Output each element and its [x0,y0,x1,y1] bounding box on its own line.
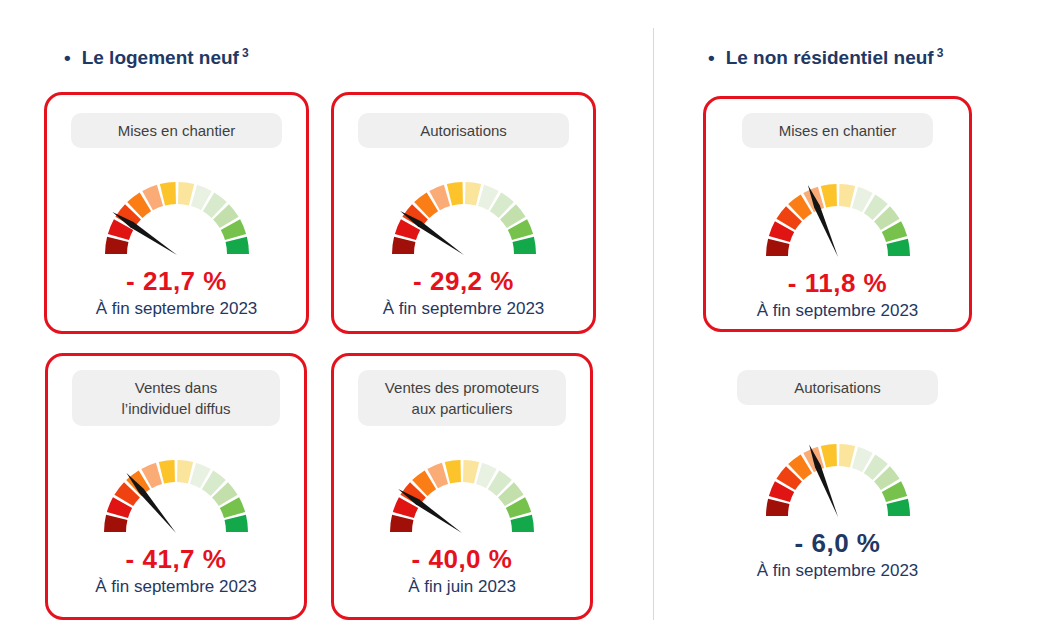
gauge-segment-11 [225,237,248,254]
gauge-segment-6 [463,460,479,483]
gauge-segment-0 [766,239,789,256]
gauge-title-line: Autorisations [794,379,881,396]
gauge-period: À fin septembre 2023 [95,576,257,597]
gauge-value: - 41,7 % [126,545,227,574]
gauge-title-line: Ventes des promoteurs [385,379,539,396]
gauge-value: - 21,7 % [126,267,227,296]
gauge-segment-5 [820,444,836,467]
gauge-segment-6 [465,182,481,205]
gauge-segment-11 [511,515,534,532]
gauge-title-line: Mises en chantier [779,122,897,139]
gauge-card-0: Mises en chantier - 21,7 % À fin septemb… [44,92,309,334]
gauge-period: À fin juin 2023 [408,576,516,597]
gauge-value: - 11,8 % [788,269,887,298]
gauge-segment-0 [766,499,789,516]
gauge-chart [756,434,920,522]
gauge-segment-5 [446,182,462,205]
gauge-value: - 29,2 % [413,267,514,296]
section-title: Le logement neuf3 [82,46,249,69]
gauge-segment-0 [104,515,127,532]
gauge-title-pill: Ventes des promoteurs aux particuliers [358,370,566,426]
gauge-chart [380,450,544,538]
gauge-segment-0 [105,237,128,254]
gauge-segment-6 [177,460,193,483]
gauge-segment-6 [178,182,194,205]
gauge-title-pill: Mises en chantier [742,113,933,148]
gauge-chart [94,450,258,538]
gauge-title-pill: Ventes dans l’individuel diffus [72,370,280,426]
gauge-card-1: Autorisations - 29,2 % À fin septembre 2… [331,92,596,334]
gauge-segment-5 [820,184,836,207]
footnote-ref: 3 [242,46,249,60]
gauge-card-3: Ventes des promoteurs aux particuliers - … [331,353,593,620]
gauge-segment-5 [159,182,175,205]
gauge-segment-11 [512,237,535,254]
gauge-period: À fin septembre 2023 [96,298,258,319]
gauge-segment-0 [390,515,413,532]
gauge-title-pill: Mises en chantier [71,113,282,148]
gauge-chart [95,172,259,260]
gauge-title-line: Autorisations [420,122,507,139]
gauge-segment-6 [839,184,855,207]
gauge-value: - 6,0 % [795,529,881,558]
section-heading-non-residentiel: • Le non résidentiel neuf3 [708,46,943,69]
gauge-card-2: Ventes dansl’individuel diffus - 41,7 % … [45,353,307,620]
gauge-title-line: aux particuliers [412,400,513,417]
gauge-segment-0 [392,237,415,254]
gauge-title-line: l’individuel diffus [122,400,231,417]
gauge-title-pill: Autorisations [737,370,938,405]
gauge-segment-11 [225,515,248,532]
gauge-card-4: Mises en chantier - 11,8 % À fin septemb… [703,96,972,332]
gauge-period: À fin septembre 2023 [757,300,919,321]
gauge-segment-5 [159,460,175,483]
section-title: Le non résidentiel neuf3 [726,46,944,69]
gauge-chart [756,174,920,262]
gauge-segment-11 [886,239,909,256]
bullet-icon: • [64,47,71,69]
gauge-value: - 40,0 % [412,545,513,574]
gauge-period: À fin septembre 2023 [757,560,919,581]
gauge-title-pill: Autorisations [358,113,569,148]
gauge-title-line: Mises en chantier [118,122,236,139]
gauge-title-line: Ventes dans [135,379,218,396]
gauge-segment-6 [839,444,855,467]
gauge-chart [382,172,546,260]
section-heading-logement: • Le logement neuf3 [64,46,249,69]
gauge-segment-5 [445,460,461,483]
gauge-card-5: Autorisations - 6,0 % À fin septembre 20… [703,366,972,610]
gauge-segment-11 [886,499,909,516]
gauge-period: À fin septembre 2023 [383,298,545,319]
bullet-icon: • [708,47,715,69]
section-divider [653,28,654,620]
footnote-ref: 3 [937,46,944,60]
